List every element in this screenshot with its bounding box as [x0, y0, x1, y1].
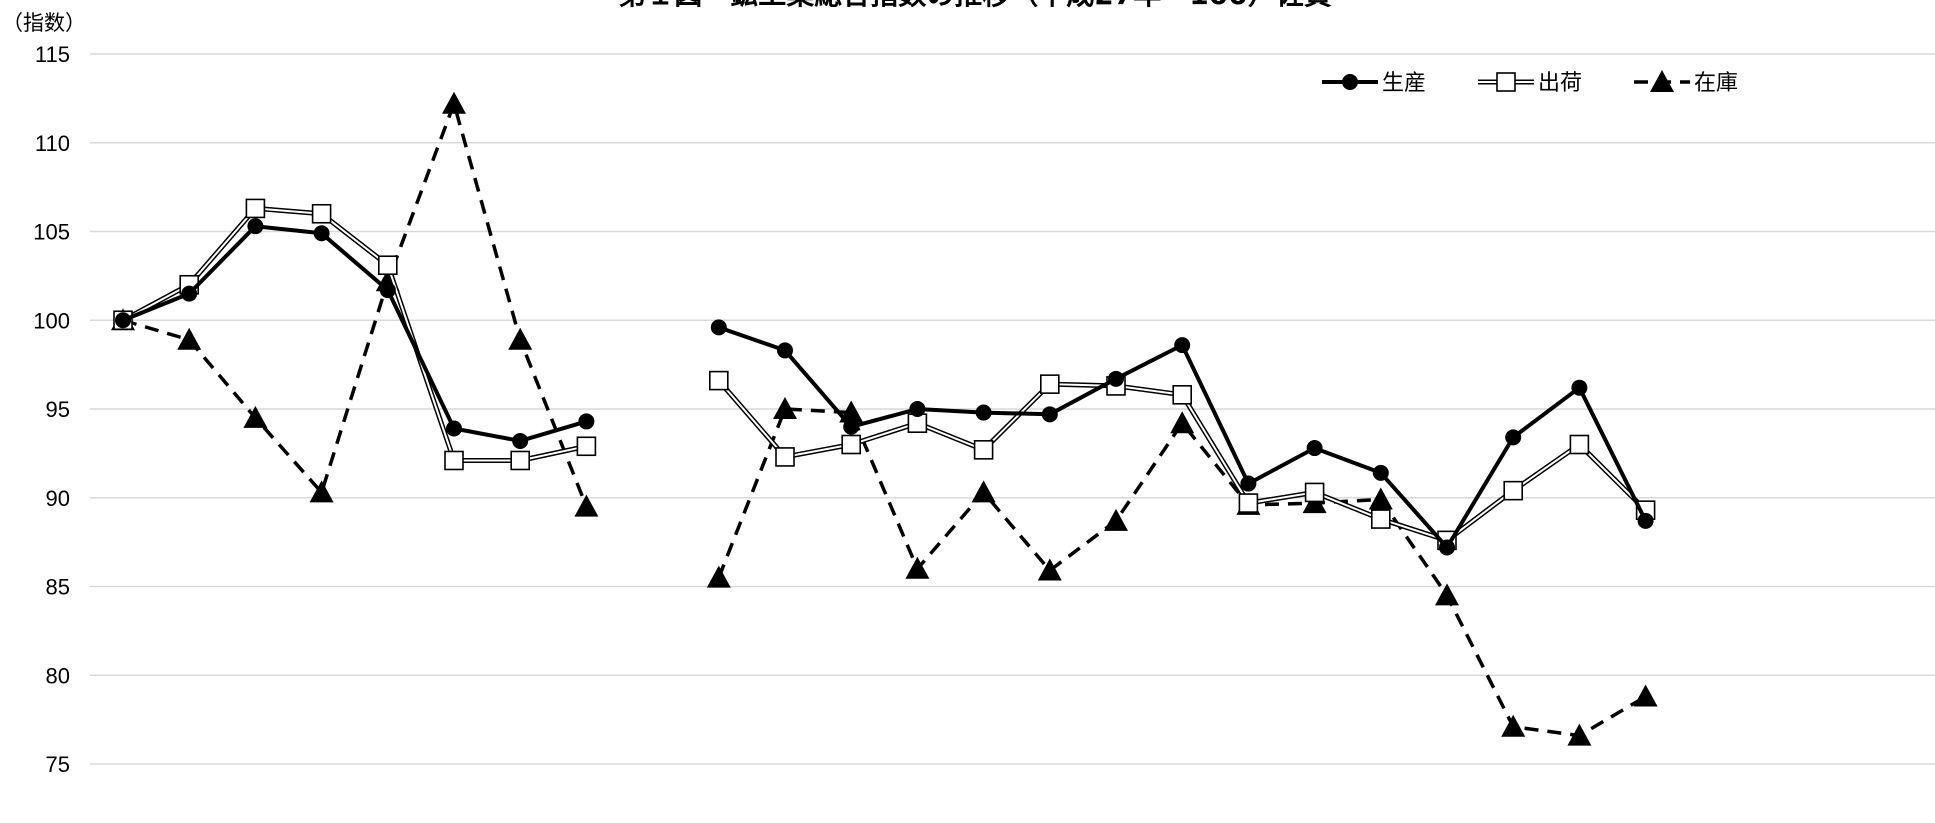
data-point-production: [1505, 429, 1522, 446]
data-point-inventory: [1368, 487, 1393, 510]
data-point-production: [247, 218, 264, 235]
data-point-inventory: [1037, 558, 1062, 581]
y-axis-unit-label: （指数）: [2, 11, 86, 35]
data-point-shipment: [1569, 434, 1590, 455]
data-point-inventory: [971, 480, 996, 503]
gridlines: [90, 53, 1935, 765]
data-point-production: [1439, 539, 1455, 556]
data-point-shipment: [1172, 384, 1192, 405]
data-point-production: [1637, 512, 1654, 529]
y-tick-label: 90: [46, 486, 70, 511]
data-point-shipment: [444, 450, 464, 471]
data-point-shipment: [1238, 493, 1259, 513]
data-point-production: [1174, 337, 1191, 354]
data-point-production: [1372, 464, 1389, 481]
chart-title: 第１図 鉱工業総合指数の推移（平成27年＝100）佐賀: [618, 0, 1331, 11]
data-point-inventory: [1104, 508, 1128, 531]
y-tick-label: 95: [46, 397, 70, 422]
series-lines: [111, 91, 1658, 746]
data-point-production: [115, 312, 131, 329]
data-point-shipment: [245, 198, 266, 219]
data-point-inventory: [1567, 723, 1592, 746]
data-point-inventory: [905, 556, 930, 579]
legend-label-production: 生産: [1382, 71, 1426, 96]
data-point-production: [843, 418, 860, 435]
data-point-shipment: [1371, 509, 1391, 529]
data-point-shipment: [377, 255, 398, 276]
data-point-production: [777, 342, 793, 359]
data-point-shipment: [576, 436, 597, 457]
y-tick-label: 105: [33, 220, 70, 245]
data-point-production: [1306, 440, 1323, 457]
y-tick-label: 85: [46, 575, 70, 600]
data-point-production: [1108, 370, 1124, 387]
data-point-shipment: [1040, 374, 1060, 394]
data-point-inventory: [1501, 714, 1526, 737]
data-point-shipment: [775, 447, 795, 467]
data-point-inventory: [1170, 411, 1195, 434]
data-point-shipment: [841, 434, 862, 455]
data-point-inventory: [773, 397, 797, 419]
data-point-inventory: [574, 494, 599, 517]
data-point-shipment: [973, 440, 994, 460]
y-tick-label: 100: [33, 308, 70, 333]
data-point-inventory: [1435, 583, 1459, 606]
series-line-production: [122, 224, 587, 443]
y-tick-label: 115: [35, 42, 70, 67]
data-point-production: [710, 319, 727, 336]
data-point-inventory: [442, 91, 466, 114]
series-line-shipment-inner: [122, 207, 587, 462]
data-point-production: [181, 285, 198, 302]
data-point-shipment: [708, 370, 729, 391]
data-point-inventory: [706, 565, 731, 588]
data-point-inventory: [1633, 684, 1658, 707]
data-point-inventory: [508, 327, 533, 350]
y-axis-ticks: 75 80 85 90 95 100 105 110 115: [33, 42, 70, 777]
data-point-shipment: [1304, 482, 1325, 503]
legend-label-inventory: 在庫: [1694, 71, 1738, 96]
data-point-production: [1041, 406, 1058, 423]
data-point-shipment: [510, 450, 531, 471]
data-point-production: [1571, 379, 1588, 396]
legend-marker-production: [1342, 74, 1358, 90]
legend-marker-shipment: [1496, 72, 1516, 92]
legend-label-shipment: 出荷: [1538, 71, 1582, 96]
legend-marker-inventory: [1650, 70, 1674, 92]
legend-item-production: 生産: [1322, 71, 1426, 96]
series-shipment: [113, 198, 1656, 551]
data-point-production: [578, 413, 595, 430]
data-point-inventory: [309, 480, 334, 503]
data-point-inventory: [177, 327, 202, 350]
data-point-production: [975, 404, 992, 421]
y-tick-label: 110: [35, 131, 70, 156]
data-point-production: [446, 420, 462, 437]
data-point-production: [1240, 475, 1257, 492]
series-production: [115, 218, 1654, 556]
data-point-production: [909, 401, 926, 417]
y-tick-label: 75: [46, 752, 70, 777]
data-point-inventory: [243, 405, 268, 428]
data-point-production: [379, 282, 396, 299]
data-point-shipment: [1503, 480, 1523, 501]
legend-item-shipment: 出荷: [1478, 71, 1582, 96]
y-tick-label: 80: [46, 663, 70, 688]
data-point-production: [512, 432, 529, 449]
legend-item-inventory: 在庫: [1634, 70, 1738, 96]
legend: 生産 出荷 在庫: [1322, 70, 1738, 96]
series-line-inventory: [122, 98, 589, 508]
data-point-production: [313, 225, 330, 242]
series-line-inventory: [717, 407, 1647, 738]
data-point-shipment: [311, 203, 332, 224]
